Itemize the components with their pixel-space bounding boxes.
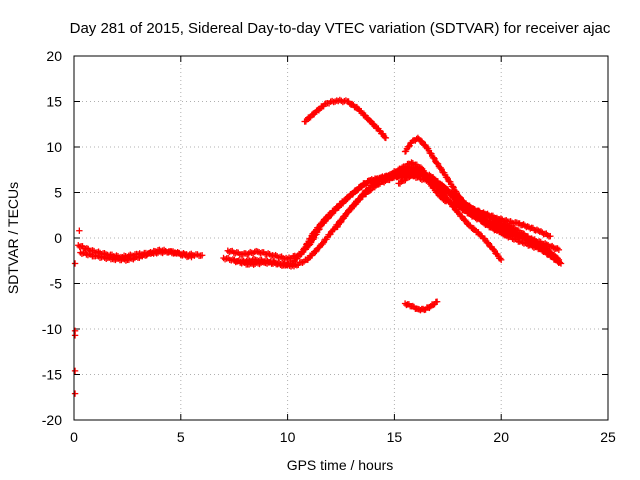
x-tick-label: 25: [600, 429, 616, 445]
y-axis-label: SDTVAR / TECUs: [5, 182, 21, 294]
grid-lines: [74, 56, 608, 420]
data-point: [71, 332, 79, 339]
series-arc-i: [401, 134, 563, 265]
data-point-trace: [78, 246, 194, 264]
data-point: [76, 227, 83, 234]
data-point: [71, 390, 79, 397]
tick-labels: 0 5 10 15 20 25 20 15 10 5 0 -5 -10 -15 -20: [42, 48, 616, 445]
series-outliers: [71, 227, 83, 397]
x-tick-label: 5: [177, 429, 185, 445]
x-tick-label: 0: [70, 429, 78, 445]
y-tick-label: 15: [46, 94, 62, 110]
y-tick-label: -10: [42, 321, 62, 337]
data-point-trace: [402, 135, 561, 265]
x-axis-label: GPS time / hours: [287, 457, 394, 473]
series-arc-d: [224, 167, 560, 263]
series-arc-b: [77, 246, 195, 264]
y-tick-label: 10: [46, 139, 62, 155]
plot-frame: [73, 55, 609, 421]
y-tick-label: 20: [46, 48, 62, 64]
data-point-trace: [302, 96, 389, 141]
y-tick-label: -5: [50, 276, 63, 292]
data-points: [71, 96, 565, 397]
y-tick-label: 0: [54, 230, 62, 246]
data-point-trace: [226, 167, 559, 263]
y-tick-label: -20: [42, 412, 62, 428]
x-tick-label: 20: [493, 429, 509, 445]
series-arc-k: [401, 298, 441, 314]
series-arc-j: [301, 96, 390, 142]
data-point: [71, 367, 79, 375]
y-tick-label: -15: [42, 367, 62, 383]
x-tick-label: 15: [387, 429, 403, 445]
x-tick-label: 10: [280, 429, 296, 445]
y-tick-label: 5: [54, 185, 62, 201]
data-point-trace: [403, 298, 440, 314]
series-arc-f: [333, 159, 565, 267]
chart-title: Day 281 of 2015, Sidereal Day-to-day VTE…: [70, 20, 611, 37]
data-point-trace: [334, 159, 564, 266]
data-point: [71, 260, 79, 267]
